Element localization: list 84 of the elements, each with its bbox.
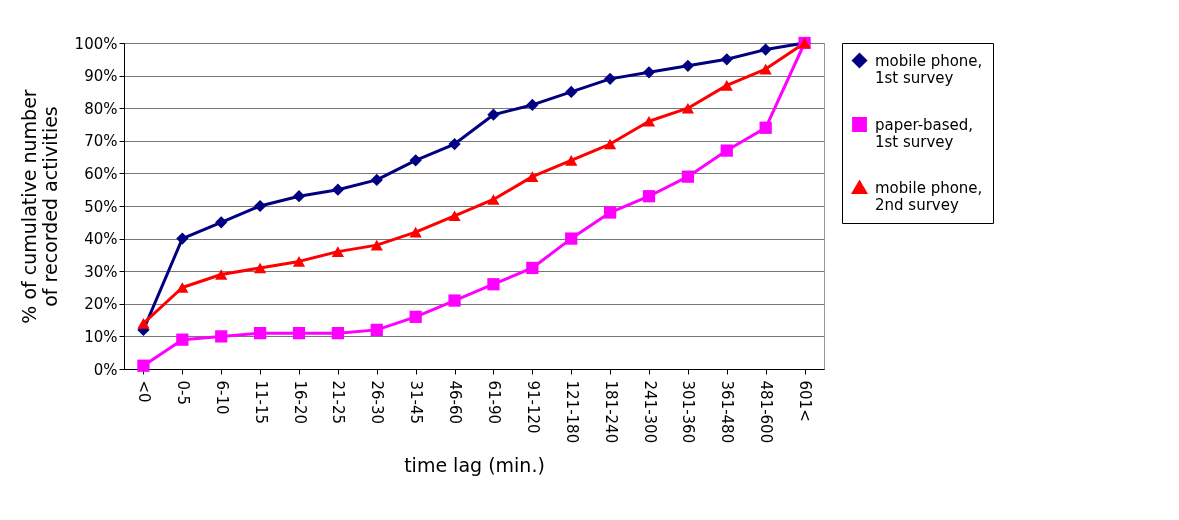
point xyxy=(215,330,228,343)
y-tick-label: 30% xyxy=(84,262,118,281)
x-tick-label: 481-600 xyxy=(757,380,776,444)
y-tick-label: 100% xyxy=(74,34,118,53)
point xyxy=(292,327,306,340)
point xyxy=(409,154,422,167)
x-tick-label: 31-45 xyxy=(407,380,426,425)
y-axis-title: % of cumulative number of recorded activities xyxy=(17,89,61,324)
y-tick-label: 90% xyxy=(84,67,118,86)
point xyxy=(759,43,772,56)
point xyxy=(487,108,500,121)
x-axis-title: time lag (min.) xyxy=(404,454,545,477)
x-tick-label: 121-180 xyxy=(562,380,581,444)
y-tick-label: 0% xyxy=(93,360,118,379)
point xyxy=(331,183,345,196)
x-tick-label: 0-5 xyxy=(173,380,192,405)
point xyxy=(448,210,461,222)
point xyxy=(603,72,617,85)
point xyxy=(681,59,695,72)
x-tick-label: 361-480 xyxy=(718,380,737,444)
point xyxy=(409,310,422,323)
y-tick-label: 60% xyxy=(84,164,118,183)
point xyxy=(370,239,383,251)
point xyxy=(642,66,656,79)
legend-label: mobile phone, 1st survey xyxy=(875,51,983,87)
x-tick-label: 301-360 xyxy=(679,380,698,444)
point xyxy=(292,190,306,203)
x-tick-label: 11-15 xyxy=(251,380,270,425)
point xyxy=(253,327,267,340)
point xyxy=(565,155,578,166)
point xyxy=(487,194,500,205)
point xyxy=(759,63,772,75)
point xyxy=(487,278,500,291)
legend-label: paper-based, 1st survey xyxy=(875,115,974,151)
point xyxy=(565,232,578,245)
point xyxy=(292,256,306,267)
point xyxy=(565,85,578,99)
x-tick-label: 21-25 xyxy=(329,380,348,425)
point xyxy=(370,323,383,336)
point xyxy=(526,261,539,275)
point xyxy=(642,115,656,127)
point xyxy=(448,294,461,307)
point xyxy=(720,144,733,157)
legend-label: mobile phone, 2nd survey xyxy=(875,178,983,214)
x-tick-label: 16-20 xyxy=(290,380,309,425)
x-tick-label: 61-90 xyxy=(484,380,503,425)
x-tick-label: 181-240 xyxy=(601,380,620,444)
x-tick-label: 91-120 xyxy=(523,380,542,434)
y-tick-label: 20% xyxy=(84,295,118,314)
point xyxy=(215,216,228,229)
point xyxy=(603,206,617,219)
point xyxy=(176,232,189,245)
point xyxy=(526,171,539,182)
point xyxy=(759,121,772,134)
point xyxy=(215,269,228,280)
point xyxy=(603,138,617,150)
point xyxy=(720,80,733,91)
x-tick-label: 6-10 xyxy=(212,380,231,415)
point xyxy=(526,98,539,112)
point xyxy=(137,318,150,329)
point xyxy=(681,102,695,114)
point xyxy=(331,327,345,340)
y-tick-label: 40% xyxy=(84,230,118,249)
x-tick-label: 46-60 xyxy=(446,380,465,425)
y-tick-label: 50% xyxy=(84,197,118,216)
point xyxy=(253,199,267,213)
x-tick-label: <0 xyxy=(134,380,153,403)
y-tick-label: 70% xyxy=(84,132,118,151)
point xyxy=(176,282,189,293)
point xyxy=(409,226,422,238)
point xyxy=(448,137,461,151)
point xyxy=(681,170,695,183)
point xyxy=(370,173,383,187)
y-tick-label: 80% xyxy=(84,99,118,118)
point xyxy=(253,262,267,274)
x-tick-label: 26-30 xyxy=(368,380,387,425)
point xyxy=(642,190,656,203)
x-tick-label: 601< xyxy=(796,380,815,422)
point xyxy=(720,53,733,66)
y-tick-label: 10% xyxy=(84,327,118,346)
point xyxy=(137,359,150,372)
x-tick-label: 241-300 xyxy=(640,380,659,444)
point xyxy=(331,246,345,257)
point xyxy=(176,333,189,346)
